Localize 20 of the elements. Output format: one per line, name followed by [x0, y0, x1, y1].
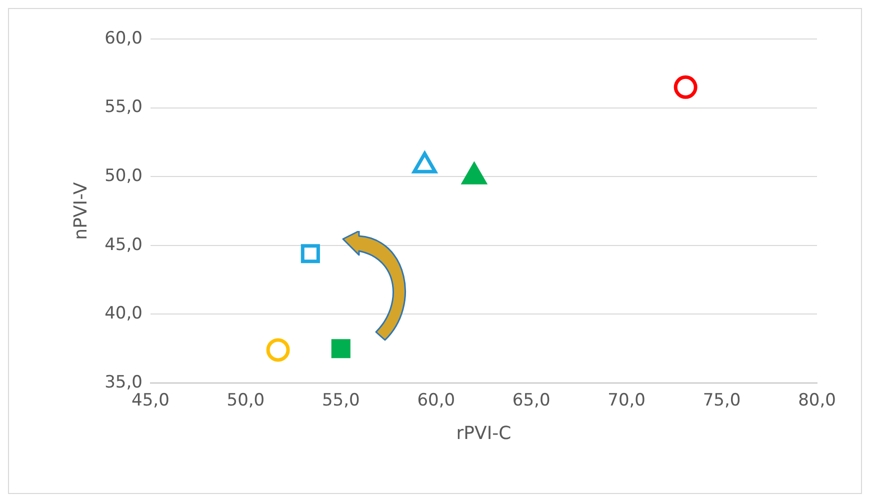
x-axis-title: rPVI-C	[456, 422, 512, 444]
point	[300, 244, 320, 264]
x-tick-label: 80,0	[798, 390, 836, 411]
x-tick-label: 60,0	[417, 390, 456, 411]
y-tick-label: 45,0	[104, 234, 142, 255]
y-tick-label: 50,0	[104, 166, 142, 186]
x-tick-label: 45,0	[132, 390, 170, 411]
x-tick-label: 50,0	[226, 390, 265, 411]
x-tick-label: 75,0	[702, 390, 741, 411]
y-tick-label: 40,0	[104, 304, 142, 324]
point	[674, 75, 698, 99]
point	[331, 339, 350, 358]
x-tick-label: 70,0	[608, 390, 646, 411]
x-tick-label: 55,0	[322, 390, 360, 411]
x-tick-label: 65,0	[512, 390, 550, 411]
y-tick-label: 35,0	[104, 372, 142, 392]
y-tick-label: 55,0	[104, 97, 142, 118]
point	[266, 338, 290, 362]
y-tick-label: 60,0	[104, 28, 142, 48]
y-axis-title: nPVI-V	[70, 181, 92, 240]
